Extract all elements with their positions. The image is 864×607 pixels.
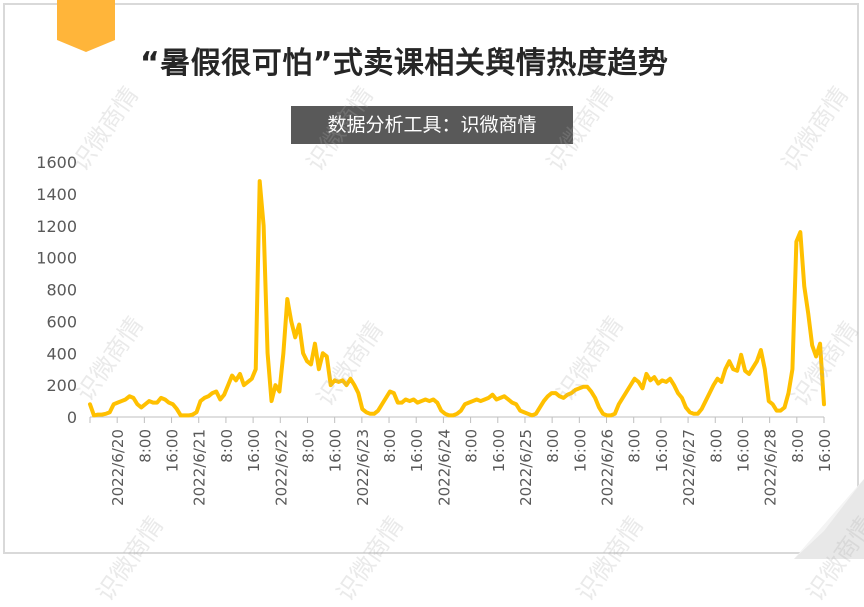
x-tick-label: 16:00 <box>571 429 589 472</box>
corner-tab-decoration <box>57 0 115 52</box>
y-tick-label: 1600 <box>36 153 77 172</box>
y-tick-label: 0 <box>67 408 77 427</box>
series-line <box>88 179 826 418</box>
x-tick-label: 16:00 <box>816 429 834 472</box>
x-tick-label: 16:00 <box>164 429 182 472</box>
x-tick-label: 8:00 <box>381 429 399 463</box>
x-tick-label: 16:00 <box>653 429 671 472</box>
x-tick-label: 16:00 <box>327 429 345 472</box>
x-tick-label: 8:00 <box>544 429 562 463</box>
y-tick-label: 1400 <box>36 185 77 204</box>
x-tick-label: 16:00 <box>408 429 426 472</box>
x-tick-label: 8:00 <box>218 429 236 463</box>
x-tick-label: 2022/6/24 <box>435 429 453 506</box>
x-tick-label: 8:00 <box>626 429 644 463</box>
x-tick-label: 8:00 <box>136 429 154 463</box>
page-fold-decoration <box>794 479 864 559</box>
chart-frame <box>3 3 859 554</box>
x-tick-label: 2022/6/23 <box>354 429 372 506</box>
x-tick-label: 16:00 <box>245 429 263 472</box>
x-tick-label: 2022/6/22 <box>272 429 290 506</box>
x-tick-label: 2022/6/25 <box>517 429 535 506</box>
y-tick-label: 600 <box>46 312 77 331</box>
y-tick-label: 1000 <box>36 249 77 268</box>
x-tick-label: 8:00 <box>463 429 481 463</box>
y-tick-label: 1200 <box>36 217 77 236</box>
y-tick-label: 800 <box>46 281 77 300</box>
x-tick-label: 16:00 <box>734 429 752 472</box>
x-tick-label: 2022/6/20 <box>109 429 127 506</box>
x-tick-label: 16:00 <box>490 429 508 472</box>
y-tick-label: 400 <box>46 344 77 363</box>
chart-title: “暑假很可怕”式卖课相关舆情热度趋势 <box>140 46 669 81</box>
x-tick-label: 2022/6/27 <box>680 429 698 506</box>
x-tick-label: 8:00 <box>707 429 725 463</box>
x-tick-label: 8:00 <box>299 429 317 463</box>
x-tick-label: 2022/6/28 <box>762 429 780 506</box>
x-tick-label: 2022/6/26 <box>599 429 617 506</box>
data-source-badge: 数据分析工具：识微商情 <box>291 106 573 144</box>
x-tick-label: 2022/6/21 <box>191 429 209 506</box>
x-tick-label: 8:00 <box>789 429 807 463</box>
line-chart: 0 200 400 600 800 1000 1200 1400 1600 2022/6/20 8:… <box>36 153 834 506</box>
y-tick-label: 200 <box>46 376 77 395</box>
